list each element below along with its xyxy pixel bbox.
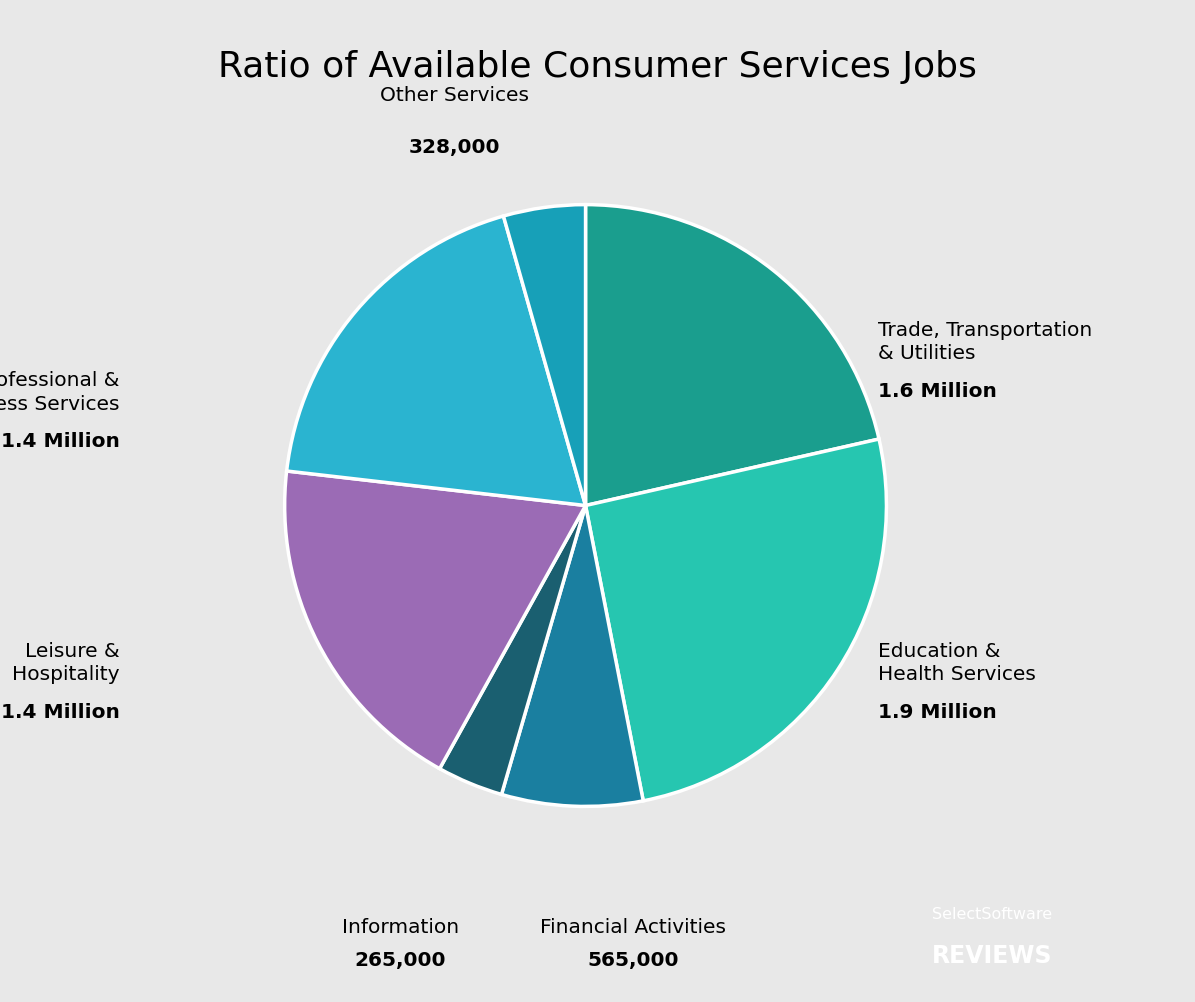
Text: Other Services: Other Services <box>380 86 528 105</box>
Text: Ratio of Available Consumer Services Jobs: Ratio of Available Consumer Services Job… <box>217 50 978 84</box>
Text: Leisure &
Hospitality: Leisure & Hospitality <box>12 641 120 683</box>
Text: Professional &
Business Services: Professional & Business Services <box>0 371 120 413</box>
Text: 1.6 Million: 1.6 Million <box>878 382 997 401</box>
Wedge shape <box>502 506 643 807</box>
Text: 1.4 Million: 1.4 Million <box>1 702 120 721</box>
Wedge shape <box>440 506 586 795</box>
Text: 328,000: 328,000 <box>409 138 500 157</box>
Wedge shape <box>586 205 880 506</box>
Text: REVIEWS: REVIEWS <box>932 943 1052 967</box>
Wedge shape <box>287 216 586 506</box>
Text: Education &
Health Services: Education & Health Services <box>878 641 1036 683</box>
Wedge shape <box>284 472 586 769</box>
Text: Trade, Transportation
& Utilities: Trade, Transportation & Utilities <box>878 321 1092 363</box>
Wedge shape <box>503 205 586 506</box>
Wedge shape <box>586 440 887 801</box>
Text: 1.9 Million: 1.9 Million <box>878 702 997 721</box>
Text: Information: Information <box>342 917 459 936</box>
Text: 565,000: 565,000 <box>588 950 679 969</box>
Text: Financial Activities: Financial Activities <box>540 917 727 936</box>
Text: 265,000: 265,000 <box>355 950 446 969</box>
Text: SelectSoftware: SelectSoftware <box>932 907 1052 921</box>
Text: 1.4 Million: 1.4 Million <box>1 432 120 451</box>
